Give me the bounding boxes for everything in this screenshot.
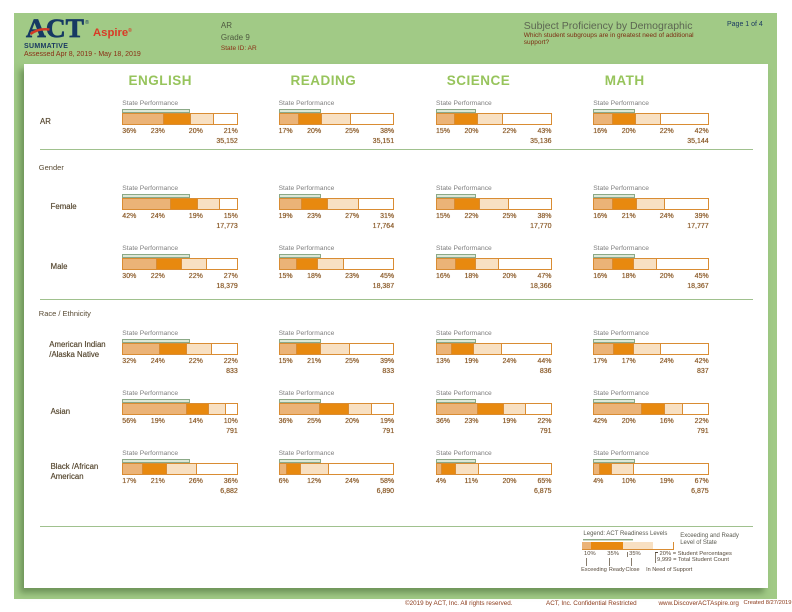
svg-text:ACT: ACT (26, 18, 84, 40)
svg-text:®: ® (85, 19, 89, 26)
